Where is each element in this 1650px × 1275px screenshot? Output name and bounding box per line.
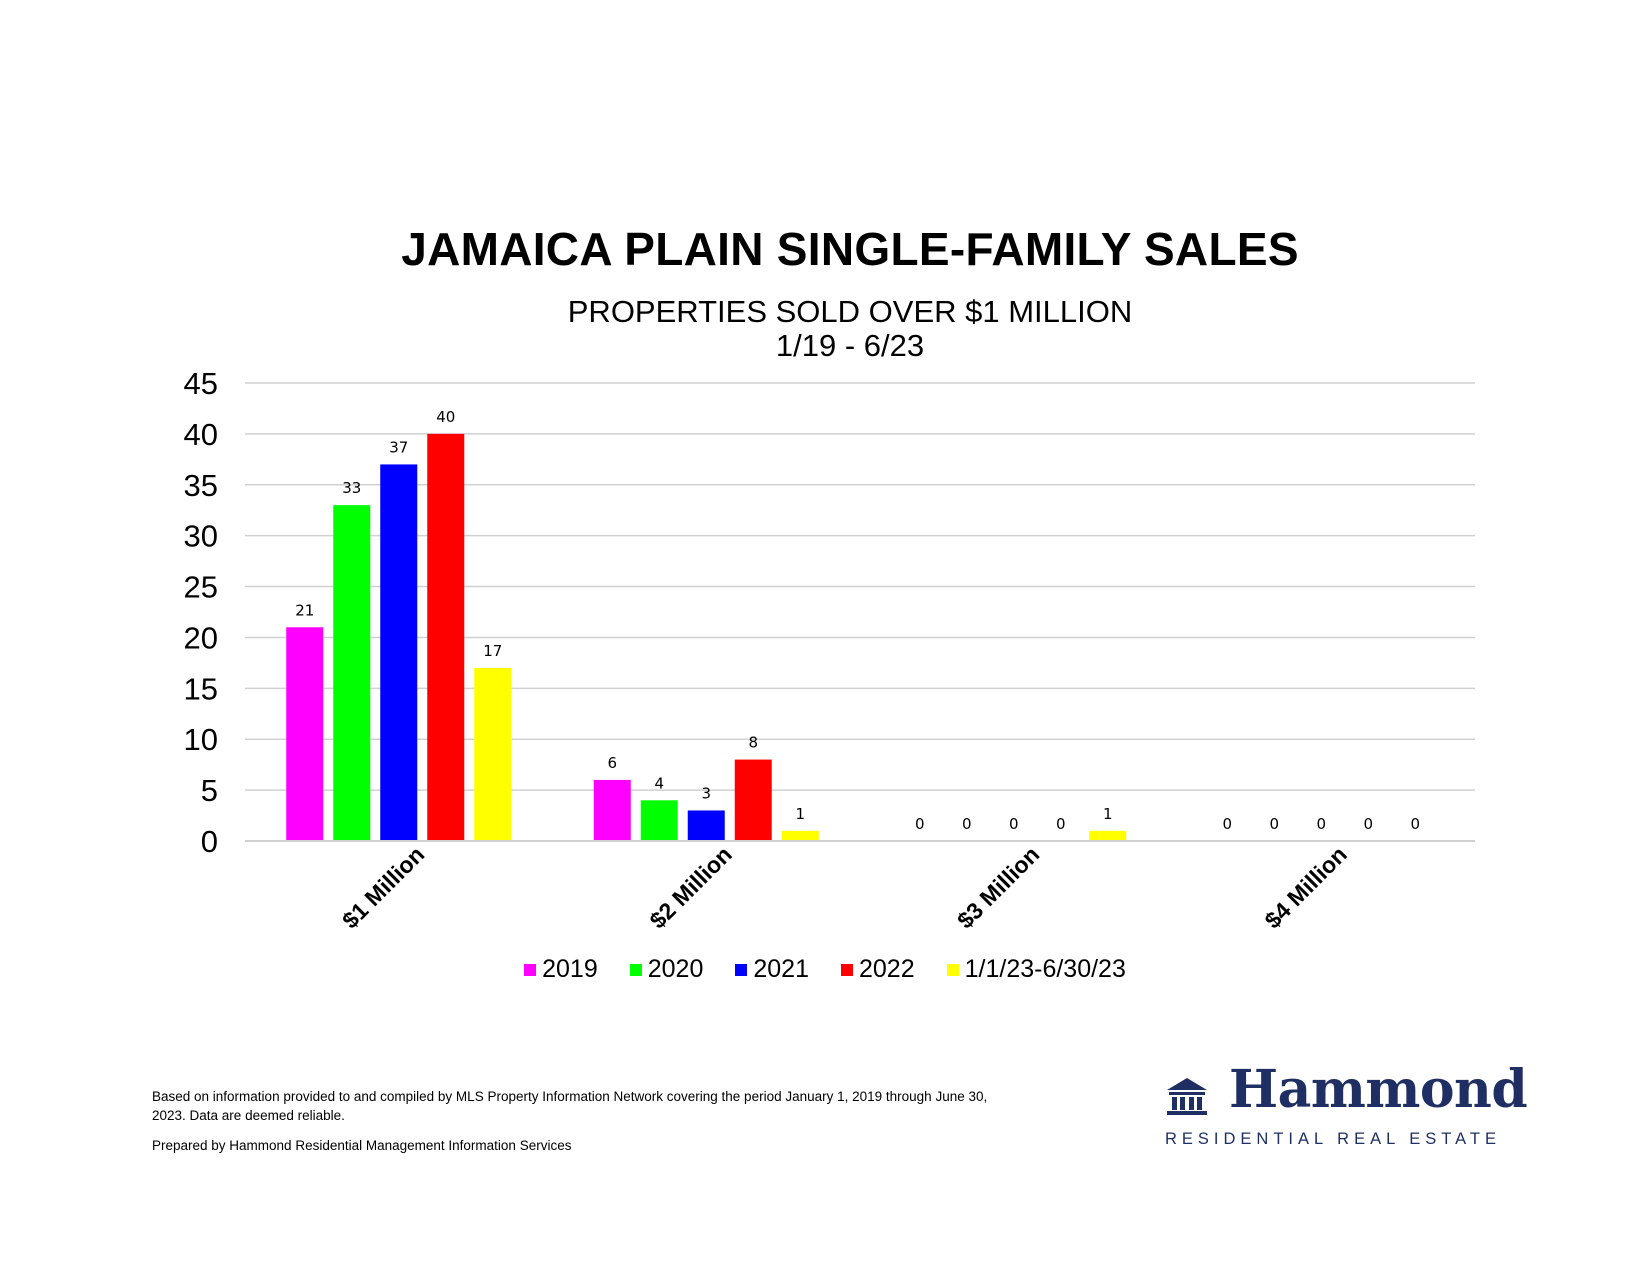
- y-tick-label: 25: [184, 570, 218, 605]
- legend-item: 2019: [524, 955, 598, 984]
- legend-label: 2021: [753, 955, 809, 983]
- chart-subtitle: PROPERTIES SOLD OVER $1 MILLION: [567, 294, 1133, 329]
- data-label: 0: [1222, 815, 1232, 833]
- chart-legend: 2019 2020 2021 2022 1/1/23-6/30/23: [0, 955, 1650, 984]
- legend-swatch: [946, 963, 959, 976]
- legend-label: 1/1/23-6/30/23: [964, 955, 1126, 983]
- y-tick-label: 15: [184, 671, 218, 706]
- hammond-logo: Hammond RESIDENTIAL REAL ESTATE: [1165, 1062, 1528, 1152]
- legend-label: 2019: [542, 955, 598, 983]
- category-label: $4 Million: [1259, 841, 1351, 933]
- bar: [593, 779, 631, 841]
- y-tick-label: 35: [184, 468, 218, 503]
- data-label: 1: [795, 805, 805, 823]
- y-tick-label: 30: [184, 519, 218, 554]
- data-label: 0: [1269, 815, 1279, 833]
- bar: [734, 759, 772, 841]
- chart-title: JAMAICA PLAIN SINGLE-FAMILY SALES: [401, 223, 1299, 275]
- data-label: 0: [1363, 815, 1373, 833]
- bar: [687, 810, 725, 841]
- data-label: 0: [915, 815, 925, 833]
- data-label: 40: [436, 408, 455, 426]
- y-tick-label: 20: [184, 620, 218, 655]
- data-label: 0: [1009, 815, 1019, 833]
- data-label: 1: [1103, 805, 1113, 823]
- data-label: 8: [748, 734, 758, 752]
- data-label: 37: [389, 438, 408, 456]
- category-label: $1 Million: [337, 841, 429, 933]
- bar: [1089, 830, 1127, 841]
- legend-swatch: [629, 963, 642, 976]
- y-tick-label: 0: [201, 824, 218, 859]
- legend-item: 2020: [629, 955, 704, 984]
- data-label: 33: [342, 479, 361, 497]
- bar: [333, 505, 371, 841]
- legend-item: 1/1/23-6/30/23: [946, 955, 1126, 984]
- bar: [640, 800, 678, 841]
- logo-name: Hammond: [1229, 1059, 1528, 1120]
- category-label: $2 Million: [644, 841, 736, 933]
- building-icon: [1167, 1078, 1207, 1115]
- data-label: 3: [701, 784, 711, 802]
- bar: [380, 464, 418, 841]
- data-label: 0: [1410, 815, 1420, 833]
- bar: [286, 627, 324, 841]
- bar: [474, 667, 512, 841]
- y-tick-label: 5: [201, 773, 218, 808]
- data-label: 0: [962, 815, 972, 833]
- y-tick-label: 10: [184, 722, 218, 757]
- prepared-by-note: Prepared by Hammond Residential Manageme…: [152, 1138, 572, 1153]
- bar: [427, 433, 465, 841]
- legend-label: 2022: [859, 955, 915, 983]
- legend-label: 2020: [647, 955, 704, 983]
- logo-tagline: RESIDENTIAL REAL ESTATE: [1165, 1130, 1501, 1148]
- source-footnote: Based on information provided to and com…: [152, 1089, 988, 1123]
- data-label: 0: [1056, 815, 1066, 833]
- data-label: 21: [295, 601, 314, 619]
- legend-swatch: [524, 963, 537, 976]
- legend-item: 2022: [841, 955, 915, 984]
- legend-item: 2021: [735, 955, 809, 984]
- data-label: 6: [607, 754, 617, 772]
- legend-swatch: [841, 963, 853, 976]
- data-label: 17: [483, 642, 502, 660]
- category-label: $3 Million: [952, 841, 1044, 933]
- data-label: 0: [1316, 815, 1326, 833]
- bar: [781, 830, 819, 841]
- chart-period: 1/19 - 6/23: [775, 328, 925, 363]
- data-label: 4: [654, 774, 664, 792]
- y-tick-label: 40: [184, 417, 218, 452]
- legend-swatch: [735, 963, 748, 976]
- y-tick-label: 45: [184, 366, 218, 401]
